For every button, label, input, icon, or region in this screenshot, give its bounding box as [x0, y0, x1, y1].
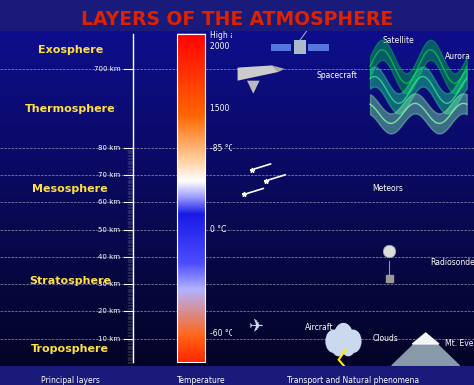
- Text: 30 km: 30 km: [98, 281, 120, 287]
- Polygon shape: [392, 333, 459, 366]
- Text: Thermosphere: Thermosphere: [25, 104, 116, 114]
- Circle shape: [334, 323, 353, 350]
- Text: LAYERS OF THE ATMOSPHERE: LAYERS OF THE ATMOSPHERE: [81, 10, 393, 28]
- Text: Transport and Natural phenomena: Transport and Natural phenomena: [287, 376, 419, 385]
- Text: Troposphere: Troposphere: [31, 345, 109, 355]
- Text: Aircraft: Aircraft: [305, 323, 333, 332]
- Circle shape: [345, 330, 362, 353]
- Text: Exosphere: Exosphere: [37, 45, 103, 55]
- Text: 40 km: 40 km: [98, 254, 120, 260]
- Text: 0 °C: 0 °C: [210, 225, 226, 234]
- Polygon shape: [237, 65, 278, 80]
- Polygon shape: [247, 80, 260, 94]
- Text: 80 km: 80 km: [98, 145, 120, 151]
- Bar: [386, 275, 393, 281]
- Text: Radiosonde: Radiosonde: [430, 258, 474, 267]
- Text: 1500 °C: 1500 °C: [210, 104, 240, 113]
- Text: 70 km: 70 km: [98, 172, 120, 178]
- Text: Aurora: Aurora: [445, 52, 471, 61]
- Text: ✈: ✈: [249, 319, 264, 336]
- Bar: [294, 40, 306, 54]
- Text: 60 km: 60 km: [98, 199, 120, 206]
- Text: -85 °C: -85 °C: [210, 144, 233, 152]
- Text: Stratosphere: Stratosphere: [29, 276, 111, 286]
- Circle shape: [341, 336, 356, 357]
- Text: High as
2000 °C: High as 2000 °C: [210, 31, 240, 51]
- Text: -60 °C: -60 °C: [210, 328, 234, 338]
- Text: Temperature: Temperature: [177, 376, 226, 385]
- Bar: [271, 44, 292, 51]
- Text: Satellite: Satellite: [382, 37, 414, 45]
- Text: 10 km: 10 km: [98, 336, 120, 341]
- Bar: [309, 44, 328, 51]
- Circle shape: [325, 330, 342, 353]
- Text: Mesosphere: Mesosphere: [32, 184, 108, 194]
- Polygon shape: [412, 333, 439, 344]
- Circle shape: [331, 336, 346, 357]
- Text: 20 km: 20 km: [98, 308, 120, 314]
- Bar: [177, 34, 206, 362]
- Text: 700 km: 700 km: [93, 66, 120, 72]
- Text: Spacecraft: Spacecraft: [317, 71, 358, 80]
- Text: Principal layers: Principal layers: [41, 376, 100, 385]
- Text: 50 km: 50 km: [98, 227, 120, 233]
- Text: Mt. Everest: Mt. Everest: [445, 340, 474, 348]
- Polygon shape: [272, 65, 285, 72]
- Text: Meteors: Meteors: [373, 184, 403, 193]
- Text: Clouds: Clouds: [373, 334, 398, 343]
